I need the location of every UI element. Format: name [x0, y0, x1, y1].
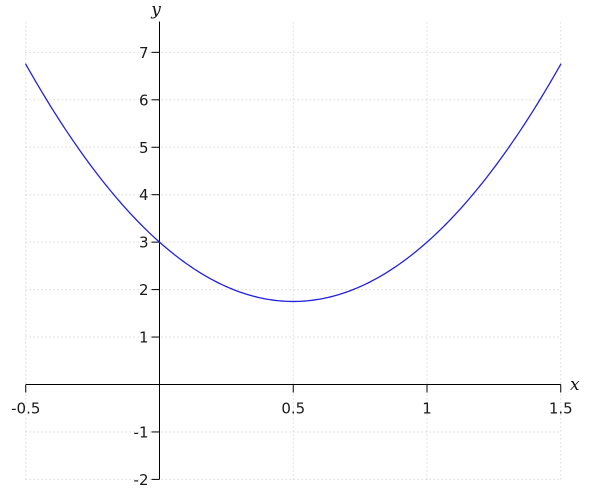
- grid-layer: [25, 21, 562, 480]
- y-tick-label: 4: [139, 186, 149, 204]
- x-tick-label: 1: [422, 400, 432, 418]
- y-tick-label: 6: [139, 91, 149, 109]
- y-tick-label: -1: [134, 423, 149, 441]
- y-tick-label: 5: [139, 139, 149, 157]
- curve-layer: [25, 63, 562, 303]
- y-tick-label: 1: [139, 329, 149, 347]
- x-tick-label: -0.5: [11, 400, 40, 418]
- y-tick-label: 2: [139, 281, 149, 299]
- y-axis-label: y: [150, 0, 161, 20]
- y-tick-label: 7: [139, 44, 149, 62]
- y-tick-label: -2: [134, 471, 149, 489]
- x-axis-label: x: [570, 375, 580, 395]
- x-tick-label: 1.5: [549, 400, 573, 418]
- y-tick-label: 3: [139, 234, 149, 252]
- function-curve: [25, 63, 562, 303]
- axes-layer: -0.5 0.5 1 1.5 -2 -1 1 2 3 4 5 6 7: [11, 21, 573, 489]
- x-tick-label: 0.5: [281, 400, 305, 418]
